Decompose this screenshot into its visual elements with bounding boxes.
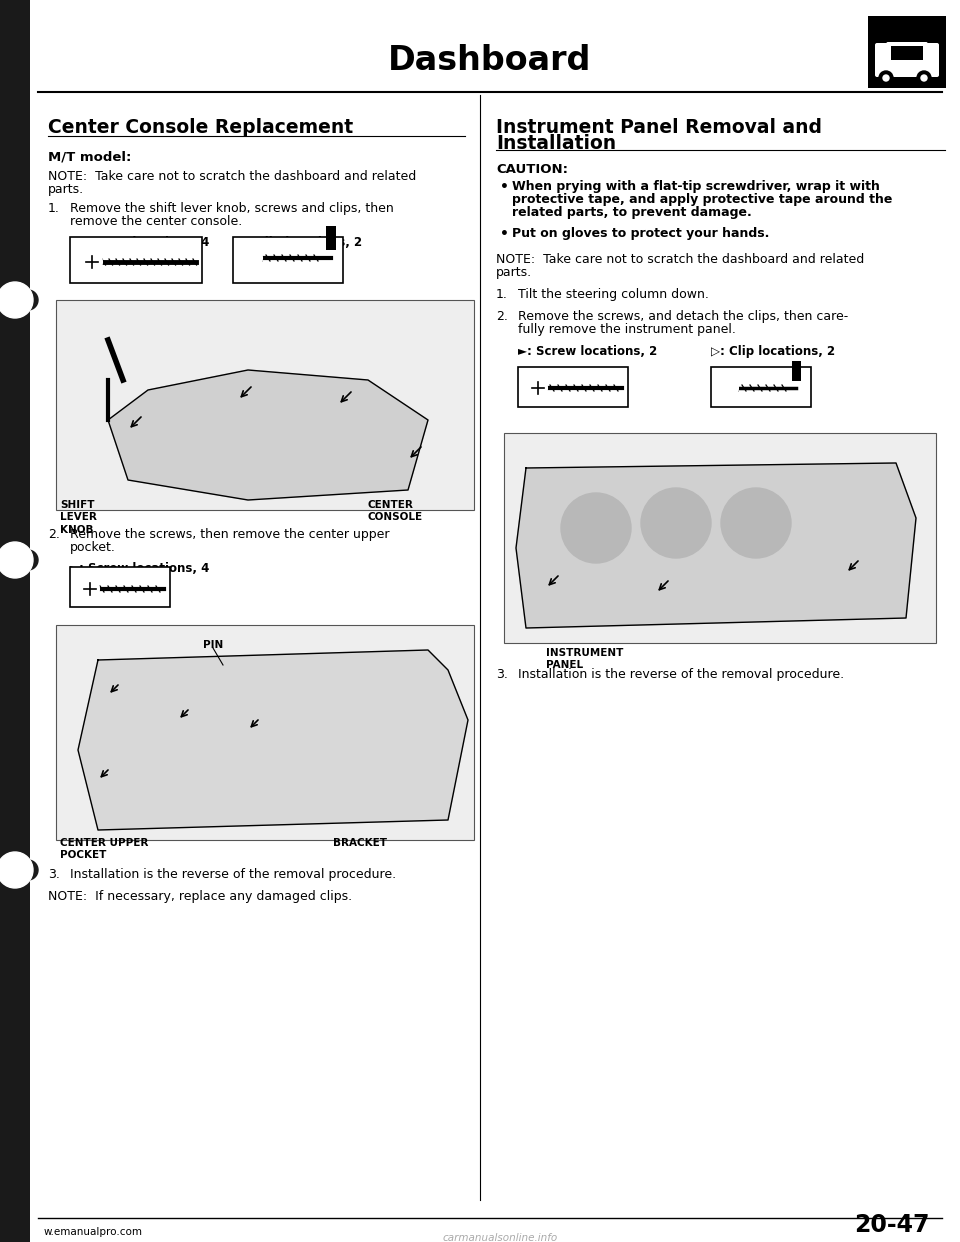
- Text: parts.: parts.: [48, 183, 84, 196]
- Text: Instrument Panel Removal and: Instrument Panel Removal and: [496, 118, 822, 137]
- Circle shape: [921, 75, 927, 81]
- Text: INSTRUMENT: INSTRUMENT: [546, 648, 623, 658]
- FancyBboxPatch shape: [886, 42, 928, 65]
- Text: ►: Screw locations, 4: ►: Screw locations, 4: [70, 236, 209, 248]
- Text: Dashboard: Dashboard: [388, 43, 591, 77]
- Polygon shape: [108, 370, 428, 501]
- Text: ▷: Clip locations, 2: ▷: Clip locations, 2: [711, 345, 835, 358]
- Text: Remove the shift lever knob, screws and clips, then: Remove the shift lever knob, screws and …: [70, 202, 394, 215]
- Text: PIN: PIN: [203, 640, 223, 650]
- Text: parts.: parts.: [496, 266, 532, 279]
- Text: Installation is the reverse of the removal procedure.: Installation is the reverse of the remov…: [70, 868, 396, 881]
- Circle shape: [82, 252, 102, 272]
- Text: M/T model:: M/T model:: [48, 150, 132, 163]
- Text: Center Console Replacement: Center Console Replacement: [48, 118, 353, 137]
- Text: Installation: Installation: [496, 134, 616, 153]
- Text: Remove the screws, and detach the clips, then care-: Remove the screws, and detach the clips,…: [518, 310, 849, 323]
- Text: carmanualsonline.info: carmanualsonline.info: [443, 1233, 558, 1242]
- Text: 2.: 2.: [496, 310, 508, 323]
- Text: w.emanualpro.com: w.emanualpro.com: [44, 1227, 143, 1237]
- FancyBboxPatch shape: [504, 433, 936, 643]
- FancyBboxPatch shape: [711, 366, 811, 407]
- Circle shape: [721, 488, 791, 558]
- Text: protective tape, and apply protective tape around the: protective tape, and apply protective ta…: [512, 193, 893, 206]
- Circle shape: [529, 379, 547, 397]
- Circle shape: [0, 282, 33, 318]
- Text: BRACKET: BRACKET: [333, 838, 387, 848]
- Text: remove the center console.: remove the center console.: [70, 215, 242, 229]
- Text: •: •: [500, 227, 509, 241]
- Circle shape: [18, 550, 38, 570]
- Circle shape: [883, 75, 889, 81]
- Text: 3.: 3.: [496, 668, 508, 681]
- Circle shape: [0, 542, 33, 578]
- Text: •: •: [500, 180, 509, 194]
- Text: Put on gloves to protect your hands.: Put on gloves to protect your hands.: [512, 227, 769, 240]
- FancyBboxPatch shape: [70, 237, 202, 283]
- Circle shape: [242, 248, 262, 268]
- Circle shape: [0, 852, 33, 888]
- Text: CENTER UPPER
POCKET: CENTER UPPER POCKET: [60, 838, 149, 861]
- Circle shape: [18, 289, 38, 310]
- Polygon shape: [516, 463, 916, 628]
- FancyBboxPatch shape: [56, 625, 474, 840]
- FancyBboxPatch shape: [518, 366, 628, 407]
- Text: Installation is the reverse of the removal procedure.: Installation is the reverse of the remov…: [518, 668, 844, 681]
- Text: SHIFT
LEVER
KNOB: SHIFT LEVER KNOB: [60, 501, 97, 535]
- FancyBboxPatch shape: [233, 237, 343, 283]
- Circle shape: [720, 379, 738, 397]
- FancyBboxPatch shape: [875, 43, 939, 77]
- Text: related parts, to prevent damage.: related parts, to prevent damage.: [512, 206, 752, 219]
- Text: ►: Screw locations, 2: ►: Screw locations, 2: [518, 345, 658, 358]
- Text: ▷: Clip locations, 2: ▷: Clip locations, 2: [238, 236, 362, 248]
- Text: NOTE:  If necessary, replace any damaged clips.: NOTE: If necessary, replace any damaged …: [48, 891, 352, 903]
- FancyBboxPatch shape: [0, 0, 30, 1242]
- Circle shape: [81, 580, 99, 597]
- Text: CENTER
CONSOLE: CENTER CONSOLE: [368, 501, 423, 523]
- Text: 1.: 1.: [48, 202, 60, 215]
- Circle shape: [641, 488, 711, 558]
- Text: NOTE:  Take care not to scratch the dashboard and related: NOTE: Take care not to scratch the dashb…: [496, 253, 864, 266]
- Text: NOTE:  Take care not to scratch the dashboard and related: NOTE: Take care not to scratch the dashb…: [48, 170, 417, 183]
- Text: 20-47: 20-47: [854, 1213, 930, 1237]
- Text: Tilt the steering column down.: Tilt the steering column down.: [518, 288, 708, 301]
- FancyBboxPatch shape: [326, 226, 336, 250]
- Text: 3.: 3.: [48, 868, 60, 881]
- FancyBboxPatch shape: [792, 361, 801, 381]
- Text: When prying with a flat-tip screwdriver, wrap it with: When prying with a flat-tip screwdriver,…: [512, 180, 880, 193]
- Text: 1.: 1.: [496, 288, 508, 301]
- Text: Remove the screws, then remove the center upper: Remove the screws, then remove the cente…: [70, 528, 390, 542]
- Text: fully remove the instrument panel.: fully remove the instrument panel.: [518, 323, 736, 337]
- Text: CAUTION:: CAUTION:: [496, 163, 568, 176]
- Text: ►: Screw locations, 4: ►: Screw locations, 4: [70, 561, 209, 575]
- FancyBboxPatch shape: [56, 301, 474, 510]
- Text: PANEL: PANEL: [546, 660, 583, 669]
- Polygon shape: [78, 650, 468, 830]
- FancyBboxPatch shape: [891, 46, 923, 60]
- Circle shape: [18, 859, 38, 881]
- Text: 2.: 2.: [48, 528, 60, 542]
- FancyBboxPatch shape: [70, 568, 170, 607]
- Text: pocket.: pocket.: [70, 542, 116, 554]
- Circle shape: [561, 493, 631, 563]
- Circle shape: [879, 71, 893, 84]
- Circle shape: [917, 71, 931, 84]
- FancyBboxPatch shape: [868, 16, 946, 88]
